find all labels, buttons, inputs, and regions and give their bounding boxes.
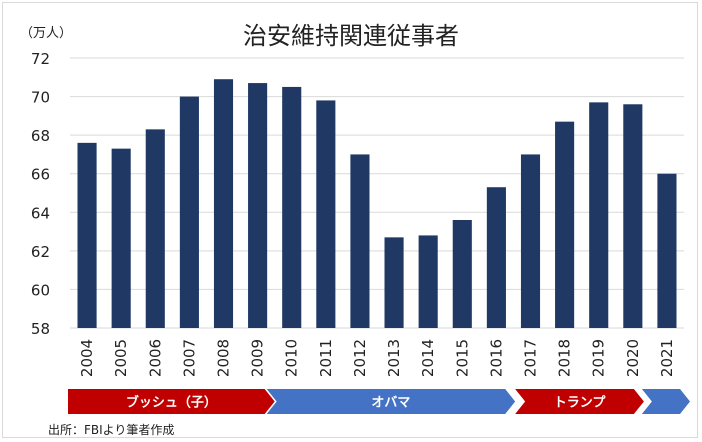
source-note: 出所：FBIより筆者作成 <box>48 423 175 437</box>
x-tick-label: 2011 <box>317 339 335 377</box>
x-tick-label: 2009 <box>249 339 267 377</box>
bar-2009 <box>248 83 268 328</box>
x-tick-label: 2018 <box>556 339 574 377</box>
x-tick-label: 2008 <box>215 339 233 377</box>
x-tick-label: 2005 <box>112 339 130 377</box>
x-tick-label: 2004 <box>78 339 96 377</box>
y-tick-label: 68 <box>31 127 50 145</box>
era-band-2 <box>515 389 644 414</box>
bar-2005 <box>111 148 131 328</box>
bar-2008 <box>213 79 234 328</box>
x-tick-label: 2012 <box>351 339 369 377</box>
bar-2011 <box>316 100 336 328</box>
era-band-1 <box>266 389 516 414</box>
gridlines <box>70 57 684 329</box>
x-tick-label: 2019 <box>590 339 608 377</box>
bar-2014 <box>418 235 438 328</box>
bar-2017 <box>520 154 541 328</box>
x-tick-label: 2006 <box>146 339 164 377</box>
x-tick-label: 2020 <box>624 339 642 377</box>
x-tick-label: 2013 <box>385 339 403 377</box>
y-tick-label: 64 <box>31 204 50 222</box>
x-axis-ticks: 2004 2005 2006 2007 2008 2009 2010 2011 2012 2013… <box>78 339 676 377</box>
y-tick-label: 70 <box>31 89 50 107</box>
y-tick-label: 72 <box>31 50 50 68</box>
bar-2020 <box>623 104 643 329</box>
y-tick-label: 62 <box>31 243 50 261</box>
y-tick-label: 60 <box>31 281 50 299</box>
x-tick-label: 2015 <box>453 339 471 377</box>
y-tick-label: 66 <box>31 166 50 184</box>
bar-2013 <box>384 237 404 328</box>
x-tick-label: 2007 <box>180 339 198 377</box>
bar-2007 <box>179 96 199 328</box>
bar-2021 <box>657 173 677 328</box>
x-tick-label: 2017 <box>522 339 540 377</box>
era-band-0 <box>68 389 275 414</box>
bar-2015 <box>452 220 472 328</box>
bar-2004 <box>77 142 97 328</box>
chart-frame <box>2 2 698 438</box>
bar-2016 <box>486 187 506 328</box>
x-tick-label: 2016 <box>487 339 505 377</box>
bar-2010 <box>282 86 302 328</box>
x-tick-label: 2014 <box>419 339 437 377</box>
bar-2012 <box>350 154 370 328</box>
x-tick-label: 2010 <box>283 339 301 377</box>
y-axis-unit: （万人） <box>20 26 73 41</box>
x-tick-label: 2021 <box>658 339 676 377</box>
era-label: トランプ <box>554 396 607 411</box>
era-bands: ブッシュ（子） オバマ トランプ <box>68 389 690 414</box>
era-label: オバマ <box>371 396 410 411</box>
bars <box>77 79 677 329</box>
bar-2019 <box>589 102 609 328</box>
era-label: ブッシュ（子） <box>126 395 217 411</box>
bar-2006 <box>145 129 165 328</box>
era-band-3 <box>641 389 690 414</box>
chart-title: 治安維持関連従事者 <box>243 22 459 50</box>
y-axis-ticks: 58 60 62 64 66 68 70 72 <box>31 50 50 338</box>
y-tick-label: 58 <box>31 320 50 338</box>
bar-2018 <box>555 121 575 329</box>
